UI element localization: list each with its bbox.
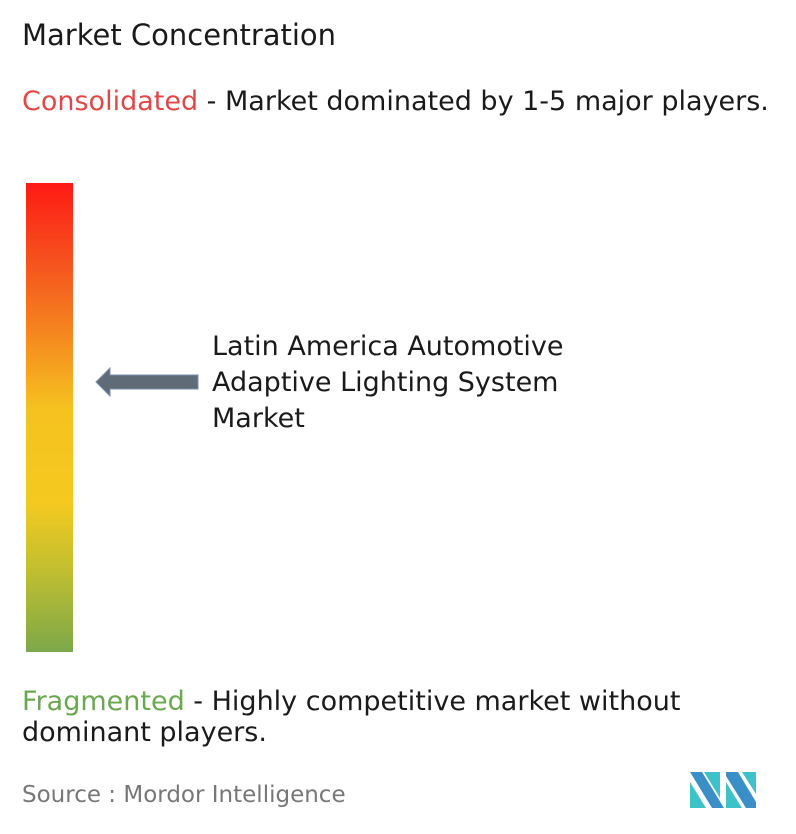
concentration-gradient-bar bbox=[26, 183, 73, 652]
mordor-logo-icon bbox=[690, 772, 756, 808]
source-text: Source : Mordor Intelligence bbox=[22, 782, 346, 808]
consolidated-label: Consolidated bbox=[22, 86, 199, 117]
fragmented-text: - Highly competitive market without domi… bbox=[22, 686, 681, 748]
market-label-line: Latin America Automotive bbox=[212, 331, 564, 362]
arrow-left-icon bbox=[95, 366, 199, 398]
market-label: Latin America Automotive Adaptive Lighti… bbox=[212, 329, 564, 437]
consolidated-text: - Market dominated by 1-5 major players. bbox=[198, 86, 769, 117]
page-title: Market Concentration bbox=[22, 18, 337, 52]
fragmented-description: Fragmented - Highly competitive market w… bbox=[22, 686, 792, 748]
consolidated-description: Consolidated - Market dominated by 1-5 m… bbox=[22, 86, 792, 117]
fragmented-label: Fragmented bbox=[22, 686, 185, 717]
market-label-line: Market bbox=[212, 403, 305, 434]
market-label-line: Adaptive Lighting System bbox=[212, 367, 559, 398]
